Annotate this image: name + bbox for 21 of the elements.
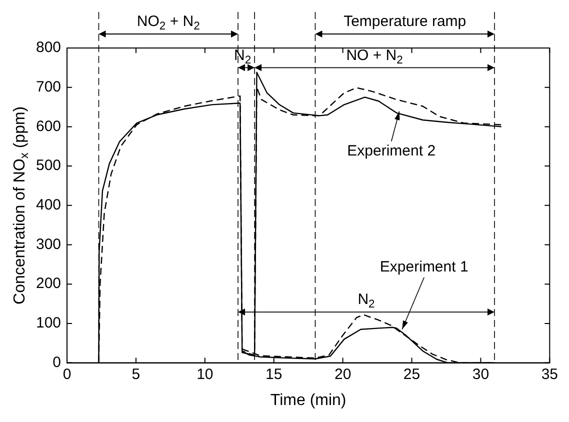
text: Temperature ramp <box>344 13 466 30</box>
y-tick-label: 200 <box>36 275 62 292</box>
x-tick-label: 20 <box>334 366 352 383</box>
y-tick-label: 400 <box>36 196 62 214</box>
y-tick-label: 300 <box>36 236 62 253</box>
annotation: Experiment 2 <box>347 142 436 160</box>
y-tick-label: 500 <box>36 157 62 174</box>
y-axis-title: Concentration of NOx (ppm) <box>11 106 32 304</box>
x-tick-label: 10 <box>196 366 214 383</box>
x-axis-title: Time (min) <box>270 392 346 409</box>
x-tick-label: 35 <box>541 366 558 383</box>
x-tick-label: 25 <box>403 366 420 383</box>
x-tick-label: 30 <box>472 366 490 383</box>
y-tick-label: 0 <box>52 354 62 371</box>
annotation: Experiment 1 <box>380 258 468 276</box>
y-tick-label: 100 <box>36 314 62 332</box>
y-tick-label: 800 <box>36 39 62 56</box>
y-tick-label: 600 <box>36 118 62 135</box>
y-tick-label: 700 <box>36 78 62 96</box>
x-tick-label: 5 <box>132 366 140 383</box>
x-tick-label: 15 <box>266 366 282 383</box>
